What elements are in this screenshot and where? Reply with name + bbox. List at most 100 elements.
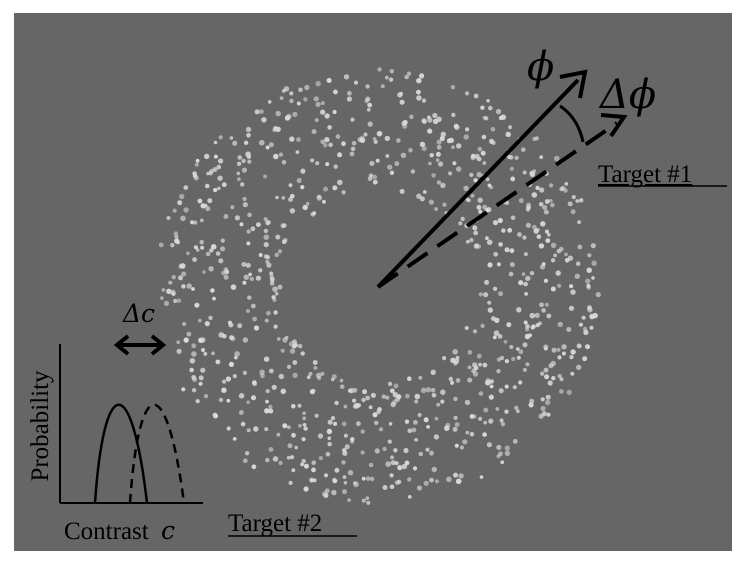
stimulus-dot	[518, 380, 523, 385]
stimulus-dot	[496, 357, 502, 362]
stimulus-dot	[478, 362, 482, 367]
stimulus-dot	[244, 451, 250, 456]
stimulus-dot	[263, 356, 270, 362]
stimulus-dot	[477, 197, 483, 203]
stimulus-dot	[576, 364, 582, 370]
stimulus-dot	[582, 326, 588, 332]
stimulus-dot	[409, 114, 414, 120]
stimulus-dot	[240, 182, 245, 187]
stimulus-dot	[543, 367, 549, 373]
stimulus-dot	[516, 355, 521, 360]
stimulus-dot	[396, 479, 402, 485]
stimulus-dot	[243, 140, 249, 145]
stimulus-dot	[218, 258, 224, 264]
stimulus-dot	[186, 283, 192, 289]
stimulus-dot	[259, 139, 265, 146]
stimulus-dot	[218, 158, 224, 164]
stimulus-dot	[469, 431, 475, 437]
stimulus-dot	[265, 399, 269, 404]
stimulus-dot	[480, 105, 485, 110]
stimulus-dot	[504, 359, 509, 364]
stimulus-dot	[177, 200, 183, 206]
stimulus-dot	[487, 262, 493, 268]
stimulus-dot	[236, 161, 242, 166]
stimulus-dot	[454, 422, 460, 428]
stimulus-dot	[427, 115, 431, 120]
stimulus-dot	[365, 96, 371, 102]
stimulus-dot	[191, 388, 197, 393]
stimulus-dot	[420, 387, 427, 394]
stimulus-dot	[218, 135, 223, 140]
stimulus-dot	[199, 239, 204, 245]
stimulus-dot	[510, 176, 516, 182]
stimulus-dot	[265, 220, 271, 226]
stimulus-dot	[266, 262, 272, 268]
stimulus-dot	[205, 251, 211, 257]
stimulus-dot	[433, 434, 440, 440]
stimulus-dot	[315, 81, 321, 87]
stimulus-dot	[487, 300, 492, 305]
stimulus-dot	[349, 151, 355, 157]
stimulus-dot	[269, 277, 275, 282]
stimulus-dot	[504, 200, 510, 205]
stimulus-dot	[404, 74, 410, 80]
stimulus-dot	[556, 249, 561, 254]
stimulus-dot	[453, 472, 458, 478]
stimulus-dot	[242, 280, 247, 285]
stimulus-dot	[543, 278, 549, 283]
stimulus-dot	[482, 362, 488, 368]
stimulus-dot	[466, 198, 471, 203]
stimulus-dot	[458, 221, 463, 226]
stimulus-dot	[203, 351, 208, 356]
stimulus-dot	[423, 480, 429, 486]
stimulus-dot	[204, 321, 210, 327]
stimulus-dot	[360, 429, 365, 434]
stimulus-dot	[352, 398, 357, 403]
stimulus-dot	[255, 275, 261, 281]
stimulus-dot	[223, 214, 229, 219]
delta-phi-label: Δϕ	[598, 72, 656, 118]
stimulus-dot	[397, 465, 403, 471]
stimulus-dot	[453, 123, 459, 129]
stimulus-dot	[525, 275, 531, 282]
stimulus-dot	[250, 226, 256, 232]
stimulus-dot	[332, 477, 337, 483]
stimulus-dot	[554, 155, 560, 162]
stimulus-dot	[497, 217, 503, 224]
stimulus-dot	[504, 445, 510, 451]
stimulus-dot	[518, 198, 524, 204]
stimulus-dot	[291, 403, 296, 409]
stimulus-dot	[487, 183, 492, 188]
stimulus-dot	[280, 348, 285, 353]
stimulus-dot	[512, 439, 518, 444]
stimulus-dot	[311, 388, 316, 393]
stimulus-dot	[442, 202, 447, 207]
stimulus-dot	[430, 387, 436, 393]
stimulus-dot	[324, 137, 330, 143]
stimulus-dot	[292, 372, 298, 379]
stimulus-dot	[523, 252, 528, 257]
stimulus-dot	[272, 298, 277, 302]
stimulus-dot	[577, 244, 583, 250]
stimulus-dot	[275, 110, 281, 117]
stimulus-dot	[280, 223, 286, 229]
stimulus-dot	[200, 245, 205, 250]
stimulus-dot	[476, 244, 482, 249]
stimulus-dot	[211, 351, 215, 356]
stimulus-dot	[296, 101, 301, 106]
stimulus-dot	[361, 397, 366, 403]
stimulus-dot	[394, 161, 400, 167]
stimulus-dot	[366, 500, 371, 505]
stimulus-dot	[392, 392, 398, 398]
stimulus-dot	[243, 274, 249, 280]
stimulus-dot	[215, 251, 221, 256]
stimulus-dot	[335, 134, 341, 139]
stimulus-dot	[418, 375, 423, 380]
stimulus-dot	[247, 159, 252, 164]
stimulus-dot	[533, 228, 539, 234]
stimulus-dot	[406, 71, 412, 76]
stimulus-dot	[570, 209, 576, 215]
stimulus-dot	[539, 155, 544, 160]
stimulus-dot	[532, 224, 537, 230]
stimulus-dot	[243, 458, 248, 464]
